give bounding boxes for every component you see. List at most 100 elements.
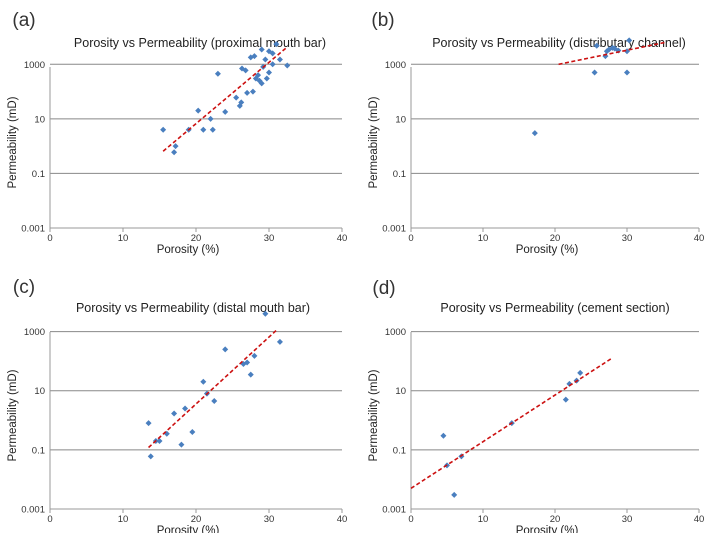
data-point — [178, 441, 185, 448]
x-axis-label: Porosity (%) — [516, 525, 579, 533]
data-point — [269, 61, 276, 68]
y-tick-label: 0.1 — [393, 445, 406, 456]
y-tick-label: 1000 — [385, 327, 406, 338]
trend-line — [162, 46, 288, 152]
x-tick-label: 10 — [478, 514, 489, 525]
x-tick-label: 10 — [118, 233, 129, 244]
data-point — [171, 410, 178, 417]
data-point — [255, 72, 262, 79]
data-point — [276, 338, 283, 345]
data-point — [145, 420, 152, 427]
y-tick-label: 10 — [34, 114, 45, 125]
data-point — [160, 126, 167, 133]
data-point — [263, 75, 270, 82]
data-point — [451, 491, 458, 498]
x-tick-label: 0 — [408, 233, 413, 244]
data-point — [171, 149, 178, 156]
x-tick-label: 20 — [191, 514, 202, 525]
data-point — [244, 359, 251, 366]
y-tick-label: 10 — [395, 386, 406, 397]
data-point — [577, 369, 584, 376]
data-point — [284, 62, 291, 69]
x-axis-label: Porosity (%) — [157, 244, 220, 256]
x-tick-label: 0 — [47, 233, 52, 244]
y-tick-label: 1000 — [24, 60, 45, 71]
data-point — [593, 42, 600, 49]
chart-panel-4: (d) Porosity vs Permeability (cement sect… — [368, 278, 704, 533]
chart-panel-3: (c) Porosity vs Permeability (distal mout… — [7, 277, 347, 533]
y-axis-label: Permeability (mD) — [7, 369, 19, 461]
x-tick-label: 40 — [694, 514, 705, 525]
chart-title: Porosity vs Permeability (cement section… — [440, 301, 669, 315]
data-point — [258, 80, 265, 87]
x-tick-label: 30 — [264, 514, 275, 525]
x-tick-label: 30 — [622, 514, 633, 525]
x-tick-label: 10 — [478, 233, 489, 244]
data-point — [247, 371, 254, 378]
y-tick-label: 0.001 — [382, 224, 406, 235]
chart-panel-1: (a) Porosity vs Permeability (proximal mo… — [7, 10, 347, 256]
panel-label: (c) — [13, 277, 35, 298]
x-tick-label: 0 — [408, 514, 413, 525]
y-tick-label: 10 — [34, 386, 45, 397]
y-axis-label: Permeability (mD) — [368, 369, 380, 461]
chart-title: Porosity vs Permeability (proximal mouth… — [74, 36, 326, 50]
data-point — [242, 67, 249, 74]
y-tick-label: 10 — [395, 114, 406, 125]
y-tick-label: 0.1 — [32, 169, 45, 180]
data-point — [233, 94, 240, 101]
data-point — [273, 41, 280, 48]
x-tick-label: 20 — [550, 514, 561, 525]
y-tick-label: 0.1 — [393, 169, 406, 180]
data-point — [562, 396, 569, 403]
data-point — [251, 352, 258, 359]
panel-label: (d) — [372, 278, 395, 299]
data-point — [624, 69, 630, 76]
data-point — [222, 346, 229, 353]
chart-title: Porosity vs Permeability (distal mouth b… — [76, 301, 310, 315]
x-tick-label: 30 — [622, 233, 633, 244]
data-point — [440, 432, 447, 439]
x-axis-label: Porosity (%) — [157, 525, 220, 533]
data-point — [269, 50, 276, 57]
data-point — [147, 453, 154, 460]
data-point — [209, 126, 216, 133]
y-axis-label: Permeability (mD) — [7, 96, 19, 188]
data-point — [195, 107, 202, 114]
data-point — [249, 88, 256, 95]
chart-title: Porosity vs Permeability (distributary c… — [432, 36, 686, 50]
data-point — [251, 53, 258, 60]
y-axis-label: Permeability (mD) — [368, 96, 380, 188]
trend-line — [410, 357, 614, 490]
data-point — [244, 89, 251, 96]
panel-label: (b) — [371, 10, 394, 31]
y-tick-label: 0.001 — [21, 505, 45, 516]
y-tick-label: 0.1 — [32, 445, 45, 456]
y-tick-label: 1000 — [385, 60, 406, 71]
trend-line — [558, 41, 667, 66]
y-tick-label: 0.001 — [21, 224, 45, 235]
x-tick-label: 30 — [264, 233, 275, 244]
x-tick-label: 0 — [47, 514, 52, 525]
data-point — [172, 143, 179, 150]
y-tick-label: 0.001 — [382, 505, 406, 516]
data-point — [214, 70, 221, 77]
x-tick-label: 40 — [694, 233, 705, 244]
x-tick-label: 40 — [337, 514, 348, 525]
x-axis-label: Porosity (%) — [516, 244, 579, 256]
data-point — [266, 69, 272, 76]
data-point — [182, 405, 189, 412]
y-tick-label: 1000 — [24, 327, 45, 338]
data-point — [222, 108, 229, 115]
chart-panel-2: (b) Porosity vs Permeability (distributar… — [368, 10, 704, 256]
trend-line — [148, 329, 277, 449]
data-point — [262, 56, 269, 63]
data-point — [262, 310, 269, 317]
data-point — [258, 46, 265, 53]
data-point — [211, 397, 218, 404]
panel-label: (a) — [12, 10, 35, 31]
x-tick-label: 20 — [550, 233, 561, 244]
data-point — [626, 37, 633, 44]
data-point — [207, 115, 214, 122]
